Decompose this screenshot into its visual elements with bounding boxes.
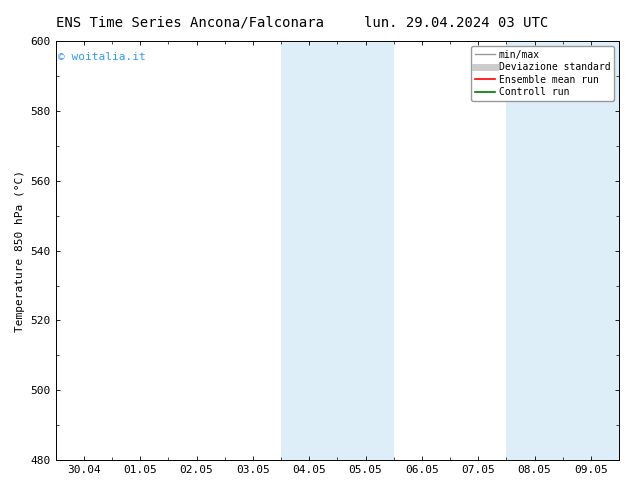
- Text: © woitalia.it: © woitalia.it: [58, 51, 146, 62]
- Text: ENS Time Series Ancona/Falconara: ENS Time Series Ancona/Falconara: [56, 16, 324, 30]
- Bar: [507, 41, 562, 460]
- Legend: min/max, Deviazione standard, Ensemble mean run, Controll run: min/max, Deviazione standard, Ensemble m…: [472, 46, 614, 101]
- Y-axis label: Temperature 850 hPa (°C): Temperature 850 hPa (°C): [15, 170, 25, 332]
- Text: lun. 29.04.2024 03 UTC: lun. 29.04.2024 03 UTC: [365, 16, 548, 30]
- Bar: [281, 41, 337, 460]
- Bar: [562, 41, 619, 460]
- Bar: [337, 41, 394, 460]
